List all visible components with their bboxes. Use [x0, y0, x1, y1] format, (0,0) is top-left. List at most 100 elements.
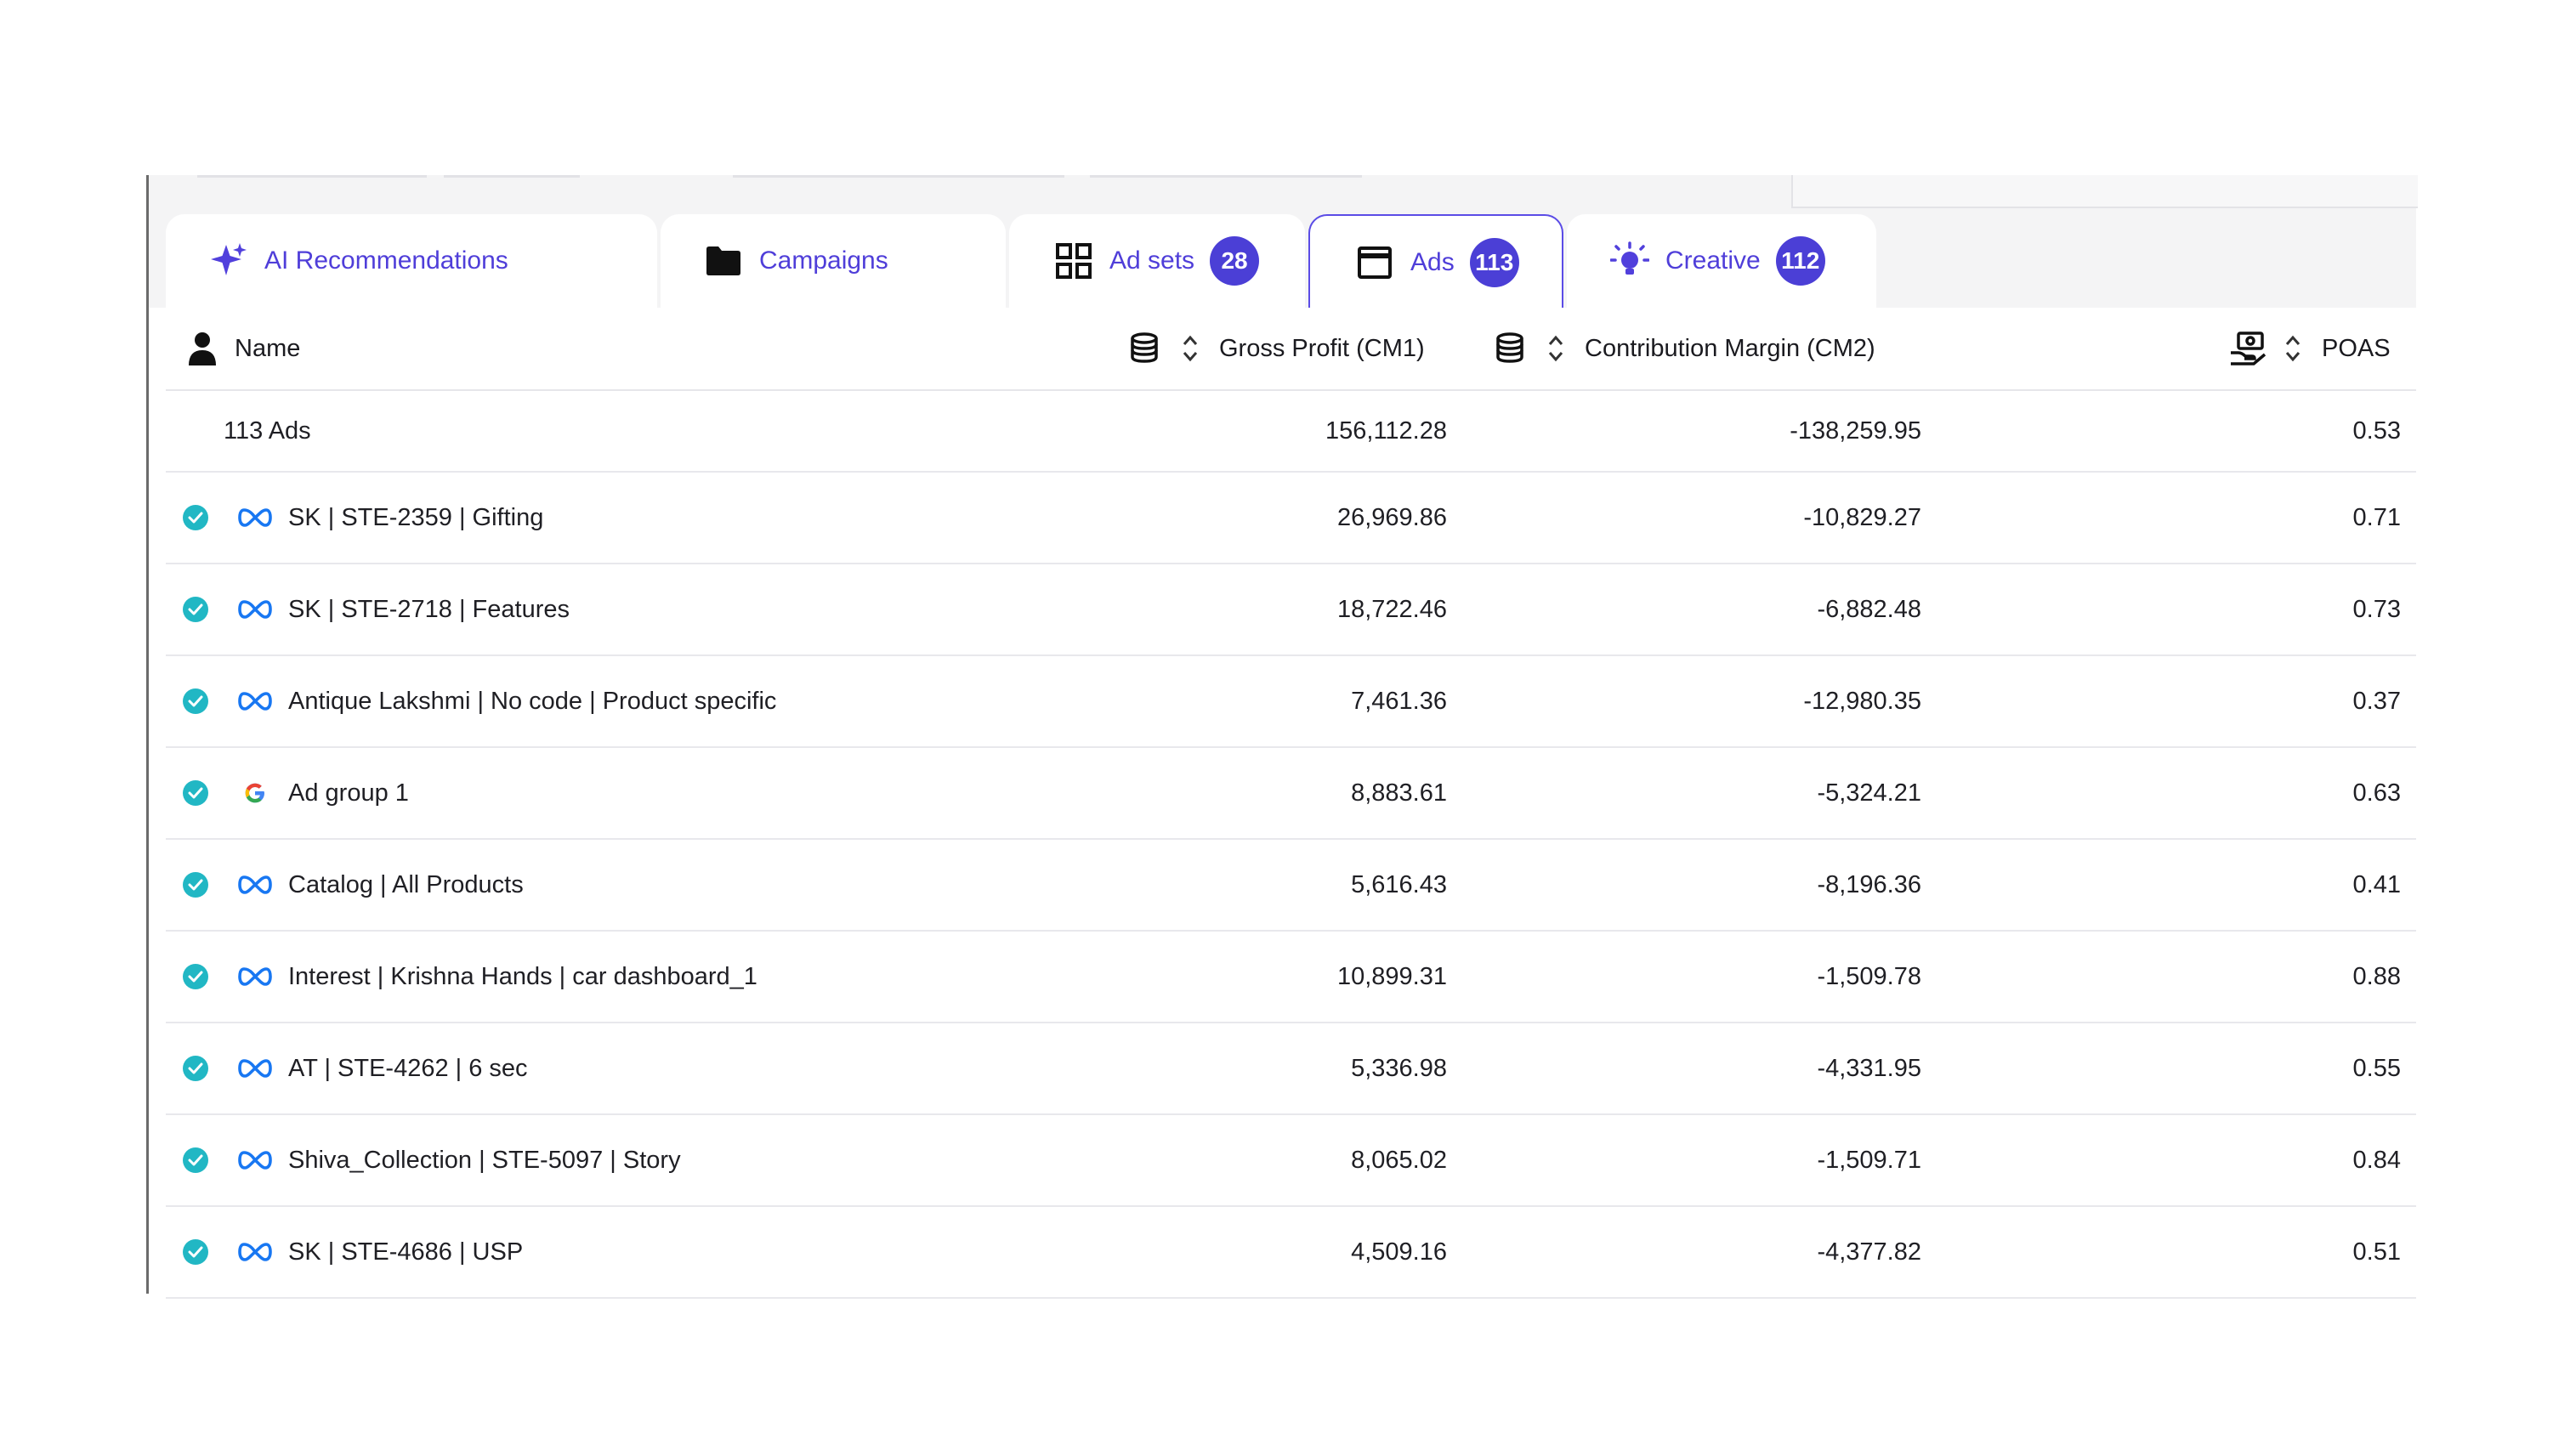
summary-contribution-margin: -138,259.95: [1790, 416, 1921, 445]
contribution-margin-value: -12,980.35: [1803, 687, 1921, 715]
sort-icon[interactable]: [1547, 333, 1564, 364]
summary-poas: 0.53: [2352, 416, 2401, 445]
table-row[interactable]: Antique Lakshmi | No code | Product spec…: [166, 656, 2416, 748]
gross-profit-value: 5,616.43: [1351, 870, 1447, 898]
ad-name[interactable]: Antique Lakshmi | No code | Product spec…: [288, 687, 777, 715]
name-column-header[interactable]: Name: [189, 308, 300, 389]
meta-icon: [236, 1056, 274, 1081]
gross-profit-value: 26,969.86: [1336, 503, 1447, 531]
ad-sets-count-badge: 28: [1210, 236, 1260, 286]
tab-ai-recommendations[interactable]: AI Recommendations: [166, 214, 657, 308]
platform-cell: [236, 1023, 274, 1113]
ad-name[interactable]: SK | STE-2718 | Features: [288, 595, 570, 623]
sort-icon[interactable]: [2284, 333, 2301, 364]
contribution-margin-value: -4,377.82: [1817, 1238, 1921, 1266]
poas-value: 0.37: [2352, 687, 2401, 715]
poas-value: 0.55: [2352, 1054, 2401, 1082]
ad-name[interactable]: SK | STE-2359 | Gifting: [288, 503, 544, 531]
tab-label: Campaigns: [759, 246, 888, 275]
active-status-icon: [183, 872, 208, 898]
contribution-margin-value: -1,509.71: [1817, 1146, 1921, 1174]
meta-icon: [236, 505, 274, 530]
platform-cell: [236, 473, 274, 563]
table-row[interactable]: SK | STE-2718 | Features 18,722.46 -6,882.…: [166, 564, 2416, 656]
active-status-icon: [183, 964, 208, 989]
table-row[interactable]: Shiva_Collection | STE-5097 | Story 8,065…: [166, 1115, 2416, 1207]
meta-icon: [236, 1147, 274, 1173]
top-strip: [733, 175, 1064, 178]
ad-name[interactable]: Interest | Krishna Hands | car dashboard…: [288, 962, 757, 990]
status-cell: [183, 840, 208, 930]
top-strip: [197, 175, 427, 178]
ad-name[interactable]: AT | STE-4262 | 6 sec: [288, 1054, 528, 1082]
table-row[interactable]: AT | STE-4262 | 6 sec 5,336.98 -4,331.95 0.…: [166, 1023, 2416, 1115]
poas-value: 0.88: [2352, 962, 2401, 990]
contribution-margin-column-header[interactable]: Contribution Margin (CM2): [1495, 308, 1875, 389]
table-row[interactable]: Catalog | All Products 5,616.43 -8,196.36 0…: [166, 840, 2416, 932]
poas-value: 0.51: [2352, 1238, 2401, 1266]
lightbulb-icon: [1609, 241, 1650, 281]
gross-profit-value: 18,722.46: [1336, 595, 1447, 623]
gross-profit-value: 4,509.16: [1351, 1238, 1447, 1266]
contribution-margin-value: -1,509.78: [1817, 962, 1921, 990]
tab-ad-sets[interactable]: Ad sets 28: [1009, 214, 1305, 308]
ad-name[interactable]: Ad group 1: [288, 779, 409, 807]
ads-table: Name Gross Profit (CM1): [166, 308, 2416, 1299]
tab-label: AI Recommendations: [264, 246, 508, 275]
poas-value: 0.84: [2352, 1146, 2401, 1174]
gross-profit-value: 7,461.36: [1351, 687, 1447, 715]
tab-ads[interactable]: Ads 113: [1308, 214, 1563, 309]
top-strip: [444, 175, 580, 178]
ad-name[interactable]: Shiva_Collection | STE-5097 | Story: [288, 1146, 681, 1174]
top-strip: [1090, 175, 1362, 178]
name-header-label: Name: [235, 334, 301, 362]
summary-gross-profit: 156,112.28: [1325, 416, 1447, 445]
status-cell: [183, 1115, 208, 1205]
meta-icon: [236, 1239, 274, 1265]
tab-creative[interactable]: Creative 112: [1567, 214, 1876, 308]
sort-icon[interactable]: [1182, 333, 1199, 364]
coins-icon: [1495, 331, 1530, 365]
table-row[interactable]: SK | STE-2359 | Gifting 26,969.86 -10,829.…: [166, 473, 2416, 564]
summary-label: 113 Ads: [224, 416, 311, 445]
status-cell: [183, 473, 208, 563]
meta-icon: [236, 872, 274, 898]
ad-name[interactable]: SK | STE-4686 | USP: [288, 1238, 524, 1266]
ad-name[interactable]: Catalog | All Products: [288, 870, 524, 898]
active-status-icon: [183, 1147, 208, 1173]
tab-label: Ad sets: [1109, 246, 1195, 275]
active-status-icon: [183, 597, 208, 622]
active-status-icon: [183, 1056, 208, 1081]
table-row[interactable]: Ad group 1 8,883.61 -5,324.21 0.63: [166, 748, 2416, 840]
google-icon: [236, 780, 274, 806]
status-cell: [183, 1023, 208, 1113]
poas-value: 0.41: [2352, 870, 2401, 898]
table-row[interactable]: Interest | Krishna Hands | car dashboard…: [166, 932, 2416, 1023]
active-status-icon: [183, 1239, 208, 1265]
platform-cell: [236, 932, 274, 1022]
active-status-icon: [183, 780, 208, 806]
money-hand-icon: [2228, 331, 2267, 366]
gross-profit-value: 5,336.98: [1351, 1054, 1447, 1082]
platform-cell: [236, 564, 274, 654]
window-icon: [1354, 242, 1395, 283]
table-row[interactable]: SK | STE-4686 | USP 4,509.16 -4,377.82 0.51: [166, 1207, 2416, 1299]
meta-icon: [236, 688, 274, 714]
meta-icon: [236, 597, 274, 622]
poas-value: 0.63: [2352, 779, 2401, 807]
active-status-icon: [183, 688, 208, 714]
platform-cell: [236, 1115, 274, 1205]
poas-header-label: POAS: [2322, 334, 2391, 362]
poas-column-header[interactable]: POAS: [2228, 308, 2391, 389]
tab-campaigns[interactable]: Campaigns: [661, 214, 1006, 308]
gross-profit-column-header[interactable]: Gross Profit (CM1): [1129, 308, 1425, 389]
status-cell: [183, 1207, 208, 1297]
gross-profit-value: 8,065.02: [1351, 1146, 1447, 1174]
table-header: Name Gross Profit (CM1): [166, 308, 2416, 391]
active-status-icon: [183, 505, 208, 530]
tab-label: Creative: [1665, 246, 1761, 275]
meta-icon: [236, 964, 274, 989]
contribution-margin-value: -4,331.95: [1817, 1054, 1921, 1082]
gross-profit-value: 8,883.61: [1351, 779, 1447, 807]
platform-cell: [236, 1207, 274, 1297]
